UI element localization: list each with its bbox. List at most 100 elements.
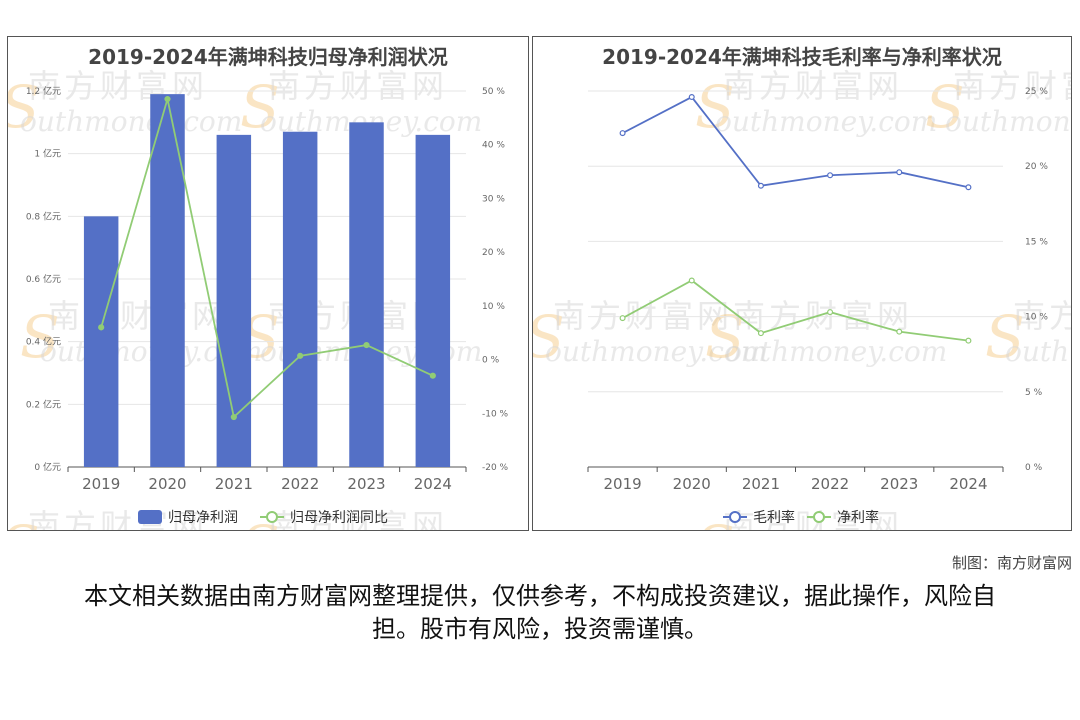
- line-net-margin: [622, 279, 969, 342]
- x-tick-label: 2023: [880, 475, 918, 493]
- watermark-s-glyph: S: [695, 73, 735, 141]
- point-net-profit-yoy: [98, 324, 105, 331]
- legend-swatch-net-profit: [138, 510, 162, 524]
- y-right-tick-label: 20 %: [482, 248, 505, 258]
- net-profit-chart-panel: S南方财富网outhmoney.comS南方财富网outhmoney.comS南…: [7, 36, 529, 531]
- y-left-tick-label: 0 亿元: [34, 461, 61, 473]
- watermark-text-cn: 南方财富网: [48, 297, 228, 335]
- y-left-tick-label: 1 亿元: [34, 148, 61, 160]
- watermark-s-glyph: S: [240, 73, 280, 141]
- y-left-tick-label: 0.6 亿元: [26, 273, 61, 285]
- point-net-margin: [619, 315, 626, 322]
- x-tick-label: 2022: [281, 475, 319, 493]
- x-tick-label: 2022: [811, 475, 849, 493]
- point-gross-margin: [965, 184, 972, 191]
- x-tick-label: 2021: [215, 475, 253, 493]
- point-net-margin: [757, 330, 764, 337]
- y-right-tick-label: 20 %: [1025, 162, 1048, 172]
- watermark-text-cn: 南方财富网: [268, 507, 448, 531]
- margin-chart-panel: S南方财富网outhmoney.comS南方财富网outhmoney.comS南…: [532, 36, 1072, 531]
- y-left-tick-label: 0.2 亿元: [26, 398, 61, 410]
- point-net-profit-yoy: [363, 341, 370, 349]
- y-right-tick-label: 0 %: [1025, 463, 1043, 473]
- line-gross-margin: [622, 95, 969, 189]
- y-left-tick-label: 1.2 亿元: [26, 85, 61, 97]
- point-net-profit-yoy: [230, 413, 237, 421]
- x-tick-label: 2024: [414, 475, 452, 493]
- watermark-s-glyph: S: [20, 303, 60, 371]
- legend-swatch-net-margin-marker: [813, 511, 825, 523]
- y-right-tick-label: -20 %: [482, 463, 509, 473]
- watermark-text-en: outhmoney.com: [725, 335, 947, 368]
- margin-chart: S南方财富网outhmoney.comS南方财富网outhmoney.comS南…: [533, 67, 1072, 531]
- bar-net-profit: [349, 122, 384, 467]
- disclaimer-text: 本文相关数据由南方财富网整理提供，仅供参考，不构成投资建议，据此操作，风险自担。…: [84, 582, 996, 643]
- chart-credit: 制图：南方财富网: [951, 554, 1072, 572]
- point-gross-margin: [619, 130, 626, 137]
- point-net-profit-yoy: [164, 95, 171, 103]
- x-tick-label: 2020: [673, 475, 711, 493]
- x-tick-label: 2019: [82, 475, 120, 493]
- y-right-tick-label: 0 %: [482, 356, 500, 366]
- x-tick-label: 2023: [347, 475, 385, 493]
- legend-swatch-yoy-marker: [266, 511, 278, 523]
- legend-label-net-profit: 归母净利润: [168, 509, 238, 526]
- watermark-text-en: outhmoney.com: [715, 105, 937, 138]
- y-left-tick-label: 0.4 亿元: [26, 336, 61, 348]
- x-tick-label: 2020: [148, 475, 186, 493]
- net-profit-chart: S南方财富网outhmoney.comS南方财富网outhmoney.comS南…: [8, 67, 509, 531]
- watermark-text-en: outhmoney.com: [545, 335, 767, 368]
- watermark-text-cn: 南方财富网: [723, 67, 903, 105]
- point-gross-margin: [896, 169, 903, 176]
- watermark-text-cn: 南方财富网: [723, 507, 903, 531]
- point-net-profit-yoy: [429, 372, 436, 379]
- point-net-margin: [965, 337, 972, 344]
- bar-net-profit: [83, 216, 119, 467]
- watermark-s-glyph: S: [985, 303, 1025, 371]
- y-right-tick-label: 10 %: [1025, 313, 1048, 323]
- watermark-s-glyph: S: [8, 73, 40, 141]
- point-net-margin: [827, 309, 834, 316]
- x-tick-label: 2024: [949, 475, 987, 493]
- watermark-text-cn: 南方财富网: [1013, 297, 1072, 335]
- line-net-profit-yoy: [100, 98, 434, 419]
- y-right-tick-label: 15 %: [1025, 237, 1048, 247]
- y-right-tick-label: 10 %: [482, 302, 505, 312]
- legend-label-net-margin: 净利率: [837, 509, 879, 526]
- watermark-text-cn: 南方财富网: [953, 67, 1072, 105]
- legend-label-gross-margin: 毛利率: [753, 509, 795, 526]
- y-right-tick-label: 40 %: [482, 141, 505, 151]
- bar-net-profit: [150, 94, 185, 467]
- y-left-tick-label: 0.8 亿元: [26, 210, 61, 222]
- x-tick-label: 2019: [603, 475, 641, 493]
- watermark-text-en: outhmoney.com: [1005, 335, 1072, 368]
- point-gross-margin: [688, 94, 695, 101]
- legend-swatch-gross-margin-marker: [729, 511, 741, 523]
- watermark-s-glyph: S: [533, 303, 565, 371]
- legend-label-yoy: 归母净利润同比: [290, 509, 388, 526]
- y-right-tick-label: 25 %: [1025, 87, 1048, 97]
- point-net-profit-yoy: [297, 352, 304, 359]
- watermark-text-en: outhmoney.com: [945, 105, 1072, 138]
- y-right-tick-label: 30 %: [482, 194, 505, 204]
- bar-net-profit: [216, 134, 252, 467]
- bar-net-profit: [415, 134, 451, 467]
- margin-chart-title: 2019-2024年满坤科技毛利率与净利率状况: [602, 45, 1002, 69]
- watermark-s-glyph: S: [8, 513, 40, 531]
- point-gross-margin: [757, 182, 764, 189]
- watermark-text-cn: 南方财富网: [733, 297, 913, 335]
- x-tick-label: 2021: [742, 475, 780, 493]
- point-net-margin: [896, 328, 903, 335]
- watermark-s-glyph: S: [925, 73, 965, 141]
- y-right-tick-label: -10 %: [482, 409, 509, 419]
- watermark-s-glyph: S: [705, 303, 745, 371]
- bar-net-profit: [282, 131, 318, 467]
- point-gross-margin: [827, 172, 834, 179]
- watermark-text-cn: 南方财富网: [268, 67, 448, 105]
- point-net-margin: [688, 277, 695, 284]
- y-right-tick-label: 5 %: [1025, 388, 1043, 398]
- net-profit-chart-title: 2019-2024年满坤科技归母净利润状况: [88, 45, 448, 69]
- watermark-text-cn: 南方财富网: [553, 297, 733, 335]
- y-right-tick-label: 50 %: [482, 87, 505, 97]
- watermark-text-en: outhmoney.com: [20, 105, 242, 138]
